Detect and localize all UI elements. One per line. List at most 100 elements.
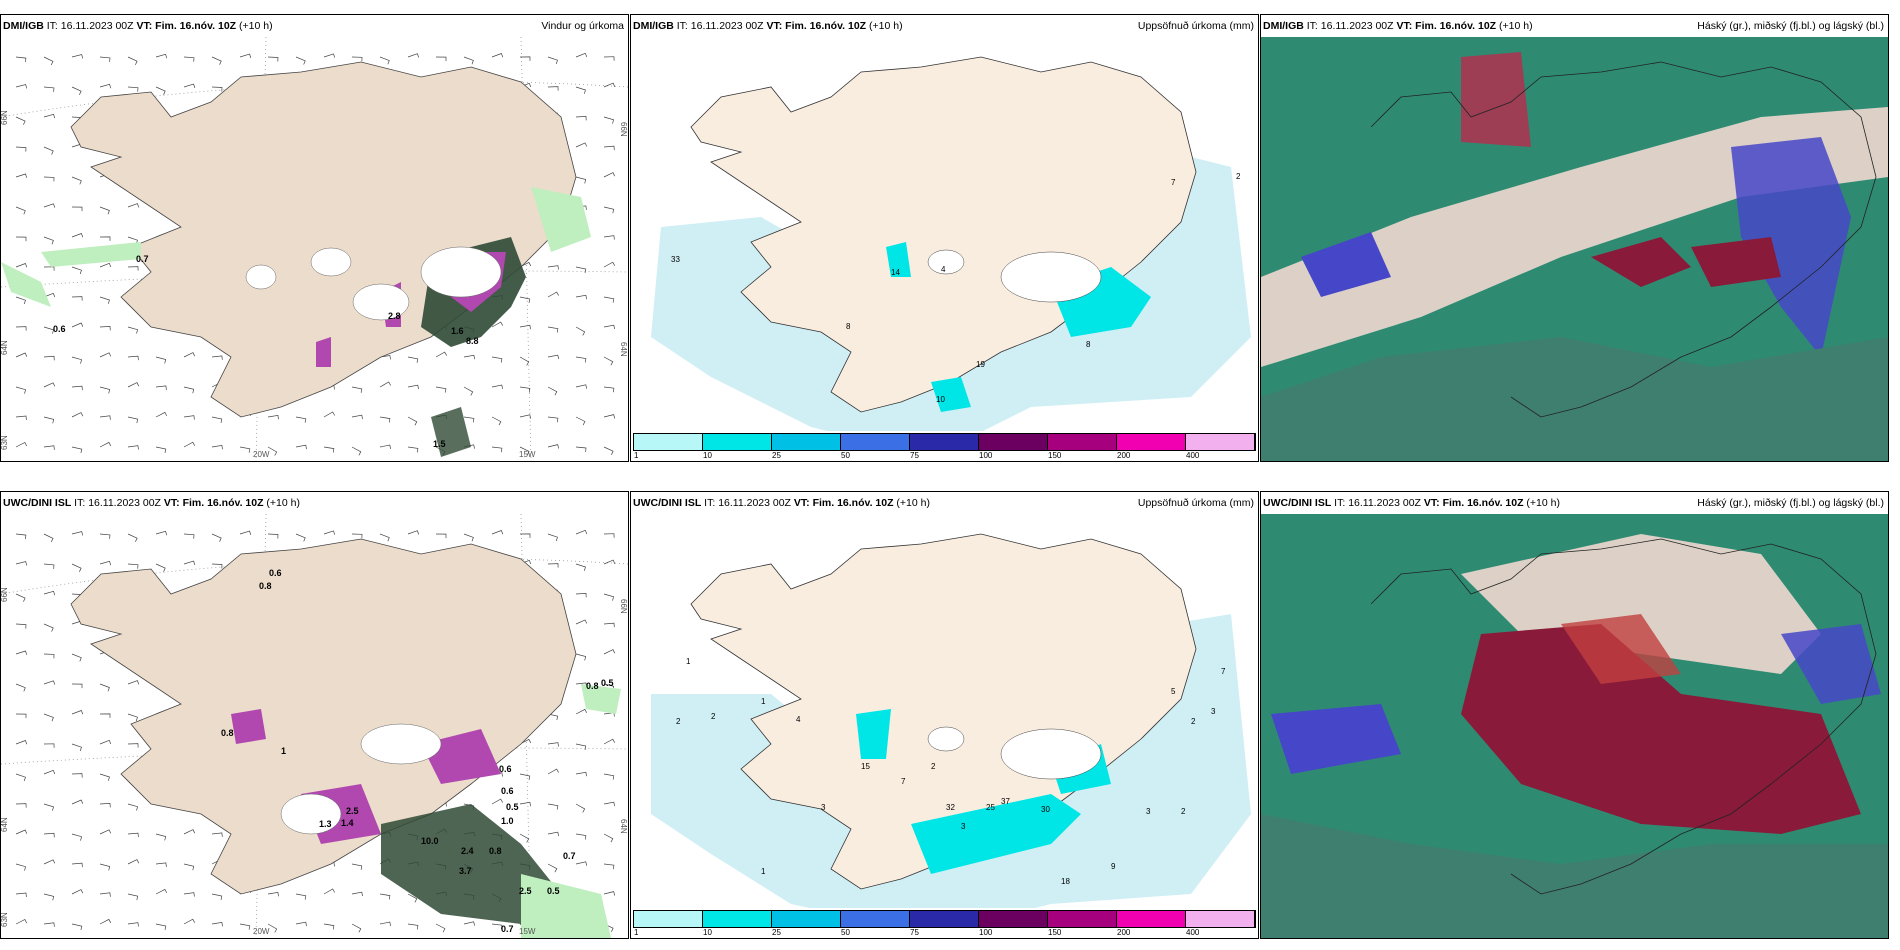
wind-barb xyxy=(43,893,55,901)
wind-barb xyxy=(71,54,84,59)
legend-swatch xyxy=(1186,434,1255,450)
wind-barb xyxy=(547,742,559,747)
wind-barb xyxy=(99,739,112,745)
wind-barb xyxy=(99,441,112,448)
wind-barb xyxy=(547,713,559,721)
precip-legend: 1 10 25 50 75 100 150 200 400 xyxy=(631,431,1258,461)
wind-barb xyxy=(71,923,83,931)
precip-value: 7 xyxy=(1171,178,1176,187)
wind-barb xyxy=(407,923,419,930)
wind-barb xyxy=(267,414,279,420)
wind-barb xyxy=(99,713,111,718)
lat-label: 66N xyxy=(1,110,9,125)
legend-label: 1 xyxy=(634,451,639,460)
mid-cloud xyxy=(1461,624,1861,834)
panel-header: DMI/IGB IT: 16.11.2023 00Z VT: Fim. 16.n… xyxy=(1,15,628,37)
wind-barb xyxy=(211,533,222,542)
wind-barb xyxy=(155,923,167,930)
wind-barb xyxy=(71,862,83,868)
precip-value: 0.7 xyxy=(501,924,514,934)
wind-barb xyxy=(407,530,420,535)
wind-barb xyxy=(575,294,587,300)
wind-barb xyxy=(15,533,27,540)
wind-barb xyxy=(15,386,27,394)
lead-time: (+10 h) xyxy=(1499,20,1533,32)
precip-value: 15 xyxy=(861,762,870,771)
precip-value: 10.0 xyxy=(421,836,439,846)
wind-barb xyxy=(211,563,223,569)
it-label: IT: xyxy=(46,20,58,32)
vt-value: Fim. 16.nóv. 10Z xyxy=(785,20,867,32)
wind-barb xyxy=(603,533,615,538)
lead-time: (+10 h) xyxy=(869,20,903,32)
wind-barb xyxy=(603,649,616,655)
wind-barb xyxy=(407,416,418,426)
precip-value: 3.7 xyxy=(459,866,472,876)
model-name: DMI/IGB xyxy=(633,20,674,32)
wind-barb xyxy=(435,386,447,393)
wind-barb xyxy=(323,446,335,453)
wind-barb xyxy=(575,563,586,571)
wind-barb xyxy=(99,683,110,692)
wind-barb xyxy=(155,862,167,867)
wind-barb xyxy=(43,653,55,659)
wind-barb xyxy=(127,803,139,811)
wind-barb xyxy=(379,416,391,423)
low-cloud xyxy=(1731,137,1851,357)
wind-barb xyxy=(15,146,27,152)
wind-barb xyxy=(183,352,196,358)
low-cloud xyxy=(1781,624,1881,704)
it-value: 16.11.2023 00Z xyxy=(1320,20,1394,32)
wind-barb xyxy=(575,653,587,661)
wind-barb xyxy=(519,324,531,330)
wind-barb xyxy=(379,533,390,542)
wind-barb xyxy=(575,416,586,426)
precip-light-area xyxy=(651,157,1251,457)
precip-value: 8 xyxy=(1086,340,1091,349)
wind-barb xyxy=(519,56,531,61)
wind-barb xyxy=(603,82,616,88)
precip-value: 1 xyxy=(761,697,766,706)
high-cloud xyxy=(1261,814,1888,938)
legend-swatch xyxy=(634,911,703,927)
wind-barb xyxy=(603,324,615,330)
wind-barb xyxy=(43,146,54,155)
wind-barb xyxy=(295,444,307,450)
wind-barb xyxy=(99,863,111,871)
wind-barb xyxy=(547,768,559,775)
precip-light-area xyxy=(651,614,1251,934)
wind-barb xyxy=(575,708,588,715)
wind-barb xyxy=(575,176,587,184)
wind-barb xyxy=(71,86,82,95)
wind-barb xyxy=(15,803,27,808)
wind-barb xyxy=(43,859,56,865)
wind-barb xyxy=(575,861,588,866)
wind-barb xyxy=(575,803,586,813)
wind-barb xyxy=(323,530,336,535)
coastline xyxy=(1370,538,1877,895)
model-name: DMI/IGB xyxy=(1263,20,1304,32)
precip-legend: 1 10 25 50 75 100 150 200 400 xyxy=(631,908,1258,938)
legend-swatches xyxy=(633,910,1256,928)
wind-barb xyxy=(127,445,139,450)
wind-barb xyxy=(491,321,504,328)
wind-barb xyxy=(211,832,223,837)
wind-barb xyxy=(491,356,503,363)
precip-value: 2 xyxy=(1236,172,1241,181)
wind-barb xyxy=(127,416,139,424)
wind-barb xyxy=(267,56,279,62)
wind-barb xyxy=(43,533,54,543)
precip-value: 2 xyxy=(1181,807,1186,816)
legend-swatch xyxy=(1117,434,1186,450)
it-label: IT: xyxy=(1334,497,1346,509)
wind-barb xyxy=(603,801,615,807)
legend-swatch xyxy=(1048,911,1117,927)
wind-barb xyxy=(519,356,530,366)
precip-value: 7 xyxy=(1221,667,1226,676)
wind-barb xyxy=(99,56,111,62)
lat-label: 64N xyxy=(619,819,628,834)
mid-cloud xyxy=(1591,237,1691,287)
wind-barb xyxy=(15,623,27,629)
precip-value: 2 xyxy=(711,712,716,721)
wind-barb xyxy=(435,923,446,933)
